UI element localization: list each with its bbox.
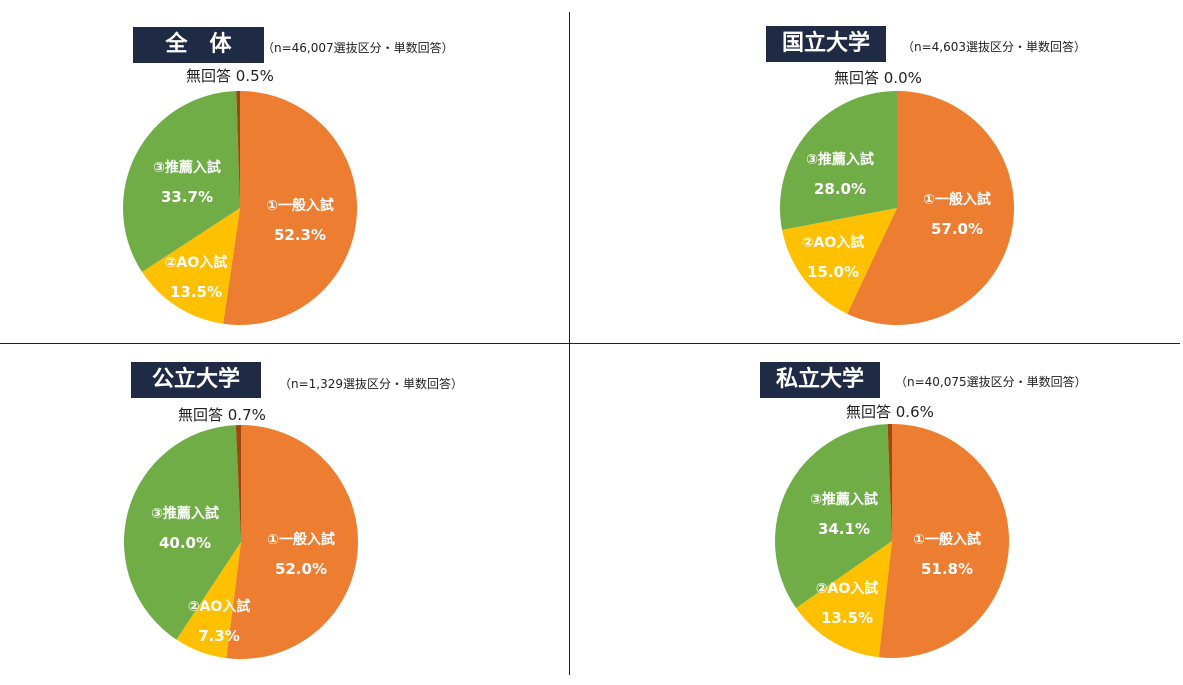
slice-recommend [779,91,897,230]
chart-panel-public: 公立大学 （n=1,329選抜区分・単数回答） 無回答 0.7% ①一般入試 52… [0,345,590,685]
no-answer-label: 無回答 0.0% [834,69,922,87]
slice-name-label: ③推薦入試 [806,151,874,168]
no-answer-label: 無回答 0.5% [186,67,274,85]
pie-chart: ①一般入試 51.8% ②AO入試 13.5% ③推薦入試 34.1% [775,423,1010,658]
slice-recommend [775,424,892,608]
sample-size-note: （n=1,329選抜区分・単数回答） [279,377,464,391]
slice-recommend [123,91,240,272]
pie-chart: ①一般入試 52.0% ②AO入試 7.3% ③推薦入試 40.0% [123,424,358,659]
chart-panel-all: 全 体 （n=46,007選抜区分・単数回答） 無回答 0.5% ①一般入試 52… [0,0,590,340]
panel-title: 公立大学 [131,362,261,398]
slice-name-label: ①一般入試 [266,197,334,214]
slice-name-label: ③推薦入試 [151,505,219,522]
slice-percent-label: 13.5% [821,609,873,627]
no-answer-label: 無回答 0.7% [178,406,266,424]
horizontal-divider [0,343,1180,344]
slice-general [226,425,358,659]
slice-percent-label: 34.1% [818,520,870,538]
slice-ao [782,208,897,314]
slice-name-label: ②AO入試 [816,580,879,597]
slice-percent-label: 13.5% [170,283,222,301]
panel-title: 国立大学 [766,26,886,62]
slice-no-answer [235,424,241,542]
slice-percent-label: 57.0% [931,220,983,238]
panel-title: 全 体 [133,27,264,63]
slice-percent-label: 15.0% [807,263,859,281]
slice-name-label: ②AO入試 [802,234,865,251]
slice-no-answer [236,91,240,208]
slice-percent-label: 28.0% [814,180,866,198]
slice-general [878,424,1010,658]
slice-recommend [123,425,241,640]
slice-name-label: ①一般入試 [923,191,991,208]
slice-percent-label: 52.3% [274,226,326,244]
slice-general [847,91,1015,325]
slice-name-label: ②AO入試 [188,598,251,615]
chart-panel-private: 私立大学 （n=40,075選抜区分・単数回答） 無回答 0.6% ①一般入試 5… [590,345,1180,685]
slice-name-label: ③推薦入試 [153,159,221,176]
slice-ao [142,208,240,324]
slice-percent-label: 52.0% [275,560,327,578]
slice-name-label: ①一般入試 [267,531,335,548]
slice-percent-label: 7.3% [198,627,240,645]
slice-percent-label: 40.0% [159,534,211,552]
sample-size-note: （n=4,603選抜区分・単数回答） [902,40,1087,54]
sample-size-note: （n=40,075選抜区分・単数回答） [895,375,1087,389]
panel-title: 私立大学 [760,362,880,398]
slice-percent-label: 51.8% [921,560,973,578]
slice-ao [176,542,241,659]
pie-chart: ①一般入試 52.3% ②AO入試 13.5% ③推薦入試 33.7% [123,91,358,325]
slice-general [223,91,358,325]
slice-name-label: ②AO入試 [165,254,228,271]
slice-name-label: ①一般入試 [913,531,981,548]
slice-name-label: ③推薦入試 [810,491,878,508]
slice-ao [796,541,892,658]
sample-size-note: （n=46,007選抜区分・単数回答） [262,41,454,55]
no-answer-label: 無回答 0.6% [846,403,934,421]
pie-chart: ①一般入試 57.0% ②AO入試 15.0% ③推薦入試 28.0% [779,91,1015,325]
slice-no-answer [887,423,892,541]
chart-panel-national: 国立大学 （n=4,603選抜区分・単数回答） 無回答 0.0% ①一般入試 57… [590,0,1180,340]
slice-percent-label: 33.7% [161,188,213,206]
